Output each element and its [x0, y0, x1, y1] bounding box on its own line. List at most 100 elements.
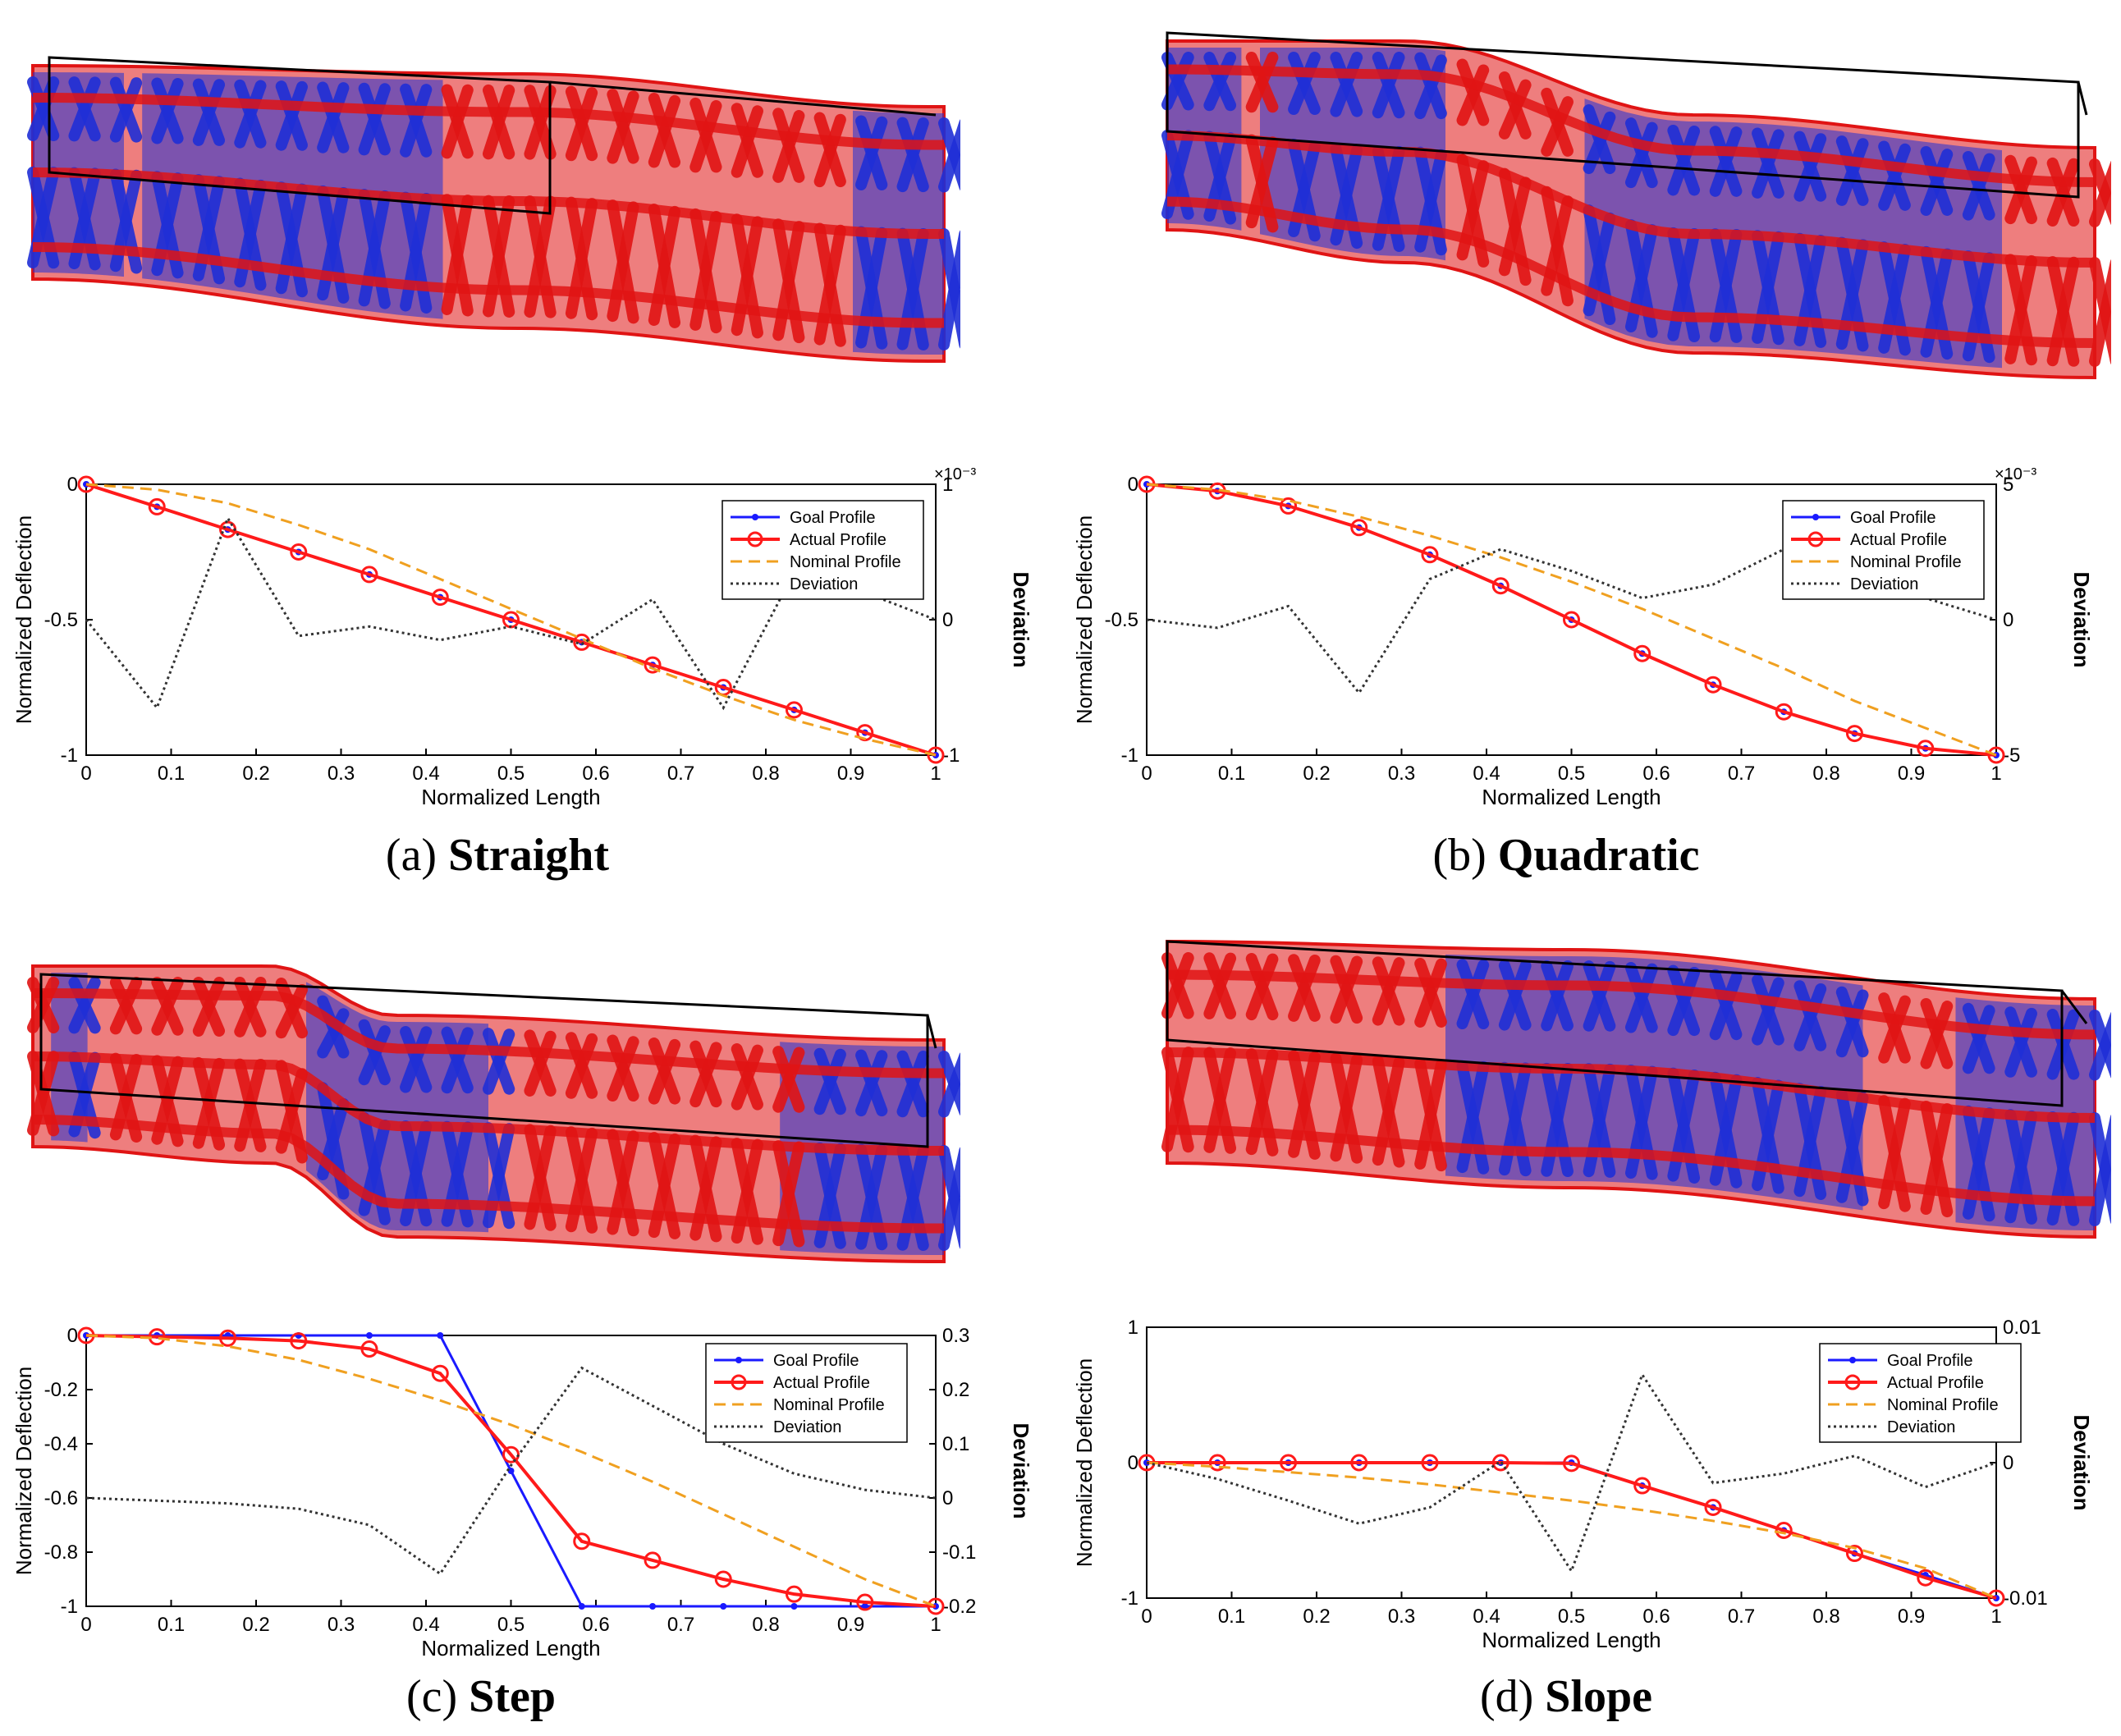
y2-axis-label: Deviation	[2069, 1414, 2094, 1510]
lattice-strut	[1962, 1005, 1995, 1074]
lattice-rod	[32, 1051, 945, 1156]
actual-point	[644, 1551, 662, 1569]
actual-point	[1421, 1454, 1439, 1472]
y-tick-label: 0	[1128, 1452, 1138, 1474]
actual-point	[290, 543, 308, 561]
lattice-strut	[234, 977, 267, 1037]
x-axis-label: Normalized Length	[1482, 1628, 1661, 1652]
lattice-strut	[938, 1052, 960, 1118]
legend-label: Deviation	[1850, 575, 1918, 593]
actual-point	[431, 589, 449, 607]
actual-point	[360, 1340, 378, 1358]
lattice-strut	[400, 84, 433, 158]
beam-render-straight	[27, 56, 960, 363]
lattice-strut	[68, 76, 101, 142]
lattice-strut	[813, 113, 846, 188]
actual-point	[714, 1570, 732, 1588]
y-axis-label: Normalized Deflection	[1072, 1358, 1097, 1567]
actual-point	[1704, 1498, 1722, 1516]
lattice-strut	[1541, 96, 1574, 157]
series-deviation	[1146, 547, 1997, 695]
x-tick-label: 0.6	[1642, 1605, 1670, 1628]
y2-tick-label: -0.01	[2003, 1587, 2048, 1610]
y-axis-label: Normalized Deflection	[11, 1367, 36, 1575]
x-tick-label: 0.9	[1898, 763, 1925, 785]
nominal-bounding-box	[39, 973, 929, 1148]
goal-point	[437, 1332, 444, 1339]
nominal-bounding-box	[48, 56, 552, 215]
y2-tick-label: -5	[2003, 744, 2020, 767]
y2-multiplier: ×10⁻³	[1995, 465, 2036, 483]
legend-marker	[1844, 1374, 1861, 1390]
lattice-rod	[1166, 64, 2096, 187]
x-tick-label: 0.7	[667, 763, 694, 785]
y-tick-label: -0.5	[1105, 609, 1138, 631]
legend-marker	[731, 1374, 747, 1390]
lattice-rod	[32, 167, 944, 239]
actual-point	[1208, 1454, 1226, 1472]
lattice-strut	[524, 1030, 557, 1097]
lattice-strut	[1625, 121, 1658, 189]
goal-point	[649, 1603, 657, 1610]
lattice-strut	[1709, 971, 1743, 1041]
lattice-strut	[1414, 54, 1447, 120]
lattice-strut	[1920, 1001, 1954, 1070]
x-tick-label: 0	[1141, 1605, 1152, 1628]
legend-label: Actual Profile	[1850, 531, 1947, 549]
lattice-strut	[896, 117, 929, 193]
legend-label: Actual Profile	[1887, 1374, 1984, 1392]
y-axis-label: Normalized Deflection	[1072, 515, 1097, 724]
lattice-strut	[2089, 1012, 2111, 1081]
x-tick-label: 0.4	[1473, 763, 1500, 785]
y2-axis-label: Deviation	[2069, 571, 2094, 667]
x-tick-label: 0.1	[158, 763, 185, 785]
x-tick-label: 1	[930, 763, 941, 785]
lattice-strut	[855, 116, 888, 190]
goal-point	[507, 1468, 515, 1474]
x-axis-label: Normalized Length	[421, 1636, 600, 1660]
legend-label: Nominal Profile	[773, 1396, 885, 1414]
lattice-strut	[109, 77, 143, 143]
lattice-strut	[772, 1047, 805, 1113]
lattice-strut	[607, 90, 639, 164]
y2-tick-label: 0.1	[942, 1433, 969, 1455]
x-tick-label: 0.8	[752, 1614, 779, 1636]
lattice-strut	[2089, 161, 2111, 227]
chart-straight: 0 0.1 0.2 0.3 0.4 0.5 0.6 0.7 0.8 0.9 10-0.5-110-1…	[11, 465, 1033, 809]
series-actual-profile	[1147, 1461, 1997, 1600]
legend-label: Goal Profile	[1887, 1352, 1973, 1370]
nominal-box-edge	[549, 80, 937, 117]
y-tick-label: -1	[61, 1596, 78, 1618]
lattice-strut	[938, 230, 960, 350]
goal-point	[578, 1603, 585, 1610]
x-tick-label: 0.7	[1728, 763, 1755, 785]
lattice-strut	[441, 84, 474, 159]
lattice-strut	[400, 1026, 433, 1093]
lattice-strut	[1752, 129, 1784, 199]
goal-point	[720, 1603, 727, 1610]
x-tick-label: 0.4	[412, 1614, 439, 1636]
x-tick-label: 0.7	[1728, 1605, 1755, 1628]
actual-point	[1917, 1569, 1935, 1587]
lattice-strut	[1625, 963, 1658, 1033]
y-axis-label: Normalized Deflection	[11, 515, 36, 724]
actual-point	[1704, 676, 1722, 694]
lattice-strut	[2089, 259, 2111, 367]
y2-tick-label: 0.2	[942, 1379, 969, 1401]
actual-point	[1775, 703, 1793, 721]
lattice-strut	[524, 85, 557, 160]
lattice-strut	[192, 79, 226, 146]
actual-point	[1350, 519, 1368, 537]
panel-straight: 0 0.1 0.2 0.3 0.4 0.5 0.6 0.7 0.8 0.9 1 0 -0.5 -1 1 0 -1…	[0, 0, 1060, 881]
lattice-strut	[1245, 52, 1279, 113]
lattice-strut	[1583, 960, 1616, 1032]
lattice-strut	[1330, 52, 1363, 117]
lattice-strut	[896, 1050, 929, 1118]
x-tick-label: 0.9	[837, 1614, 864, 1636]
y2-tick-label: 0.01	[2003, 1317, 2041, 1339]
y-tick-label: -0.6	[44, 1487, 78, 1509]
lattice-strut	[2046, 158, 2080, 227]
actual-point	[1987, 746, 2005, 764]
lattice-strut	[1709, 126, 1743, 197]
actual-point	[927, 1597, 945, 1615]
